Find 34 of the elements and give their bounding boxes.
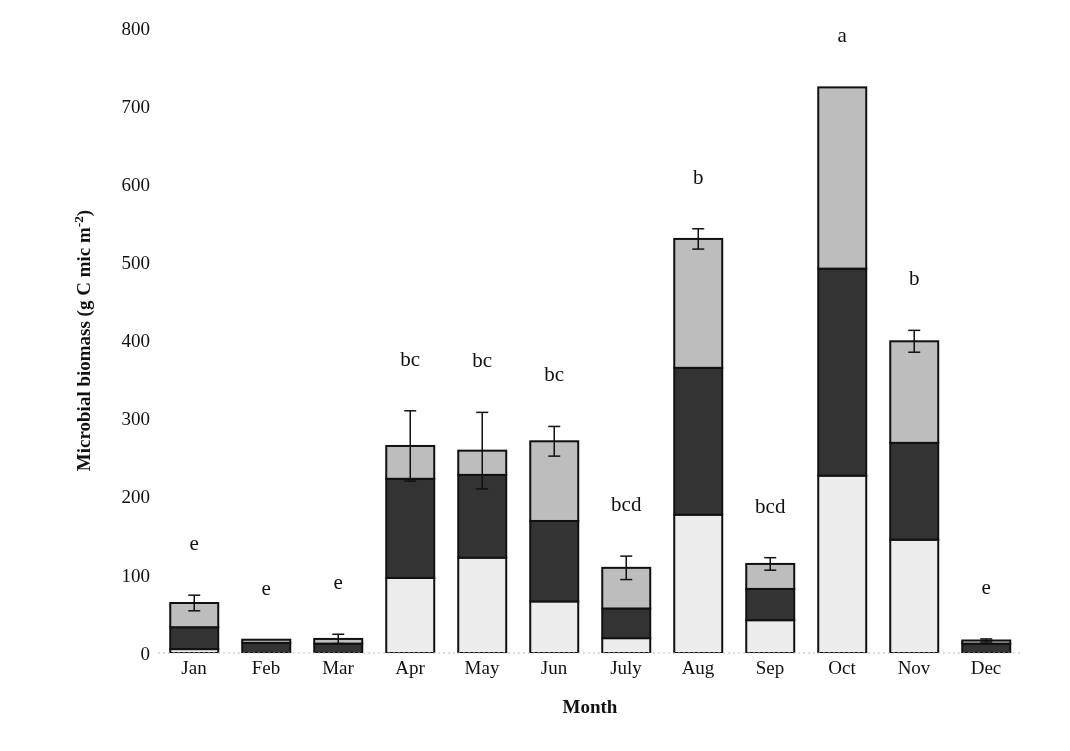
annotation: b [692,164,704,189]
annotation: bc [472,348,493,373]
x-tick-label: July [610,657,643,679]
annotation: bcd [611,492,642,517]
x-tick-label: Mar [322,657,355,679]
y-tick-label: 100 [121,564,150,586]
y-tick-label: 200 [121,486,150,508]
x-tick-label: Nov [897,657,931,679]
annotation: e [261,575,271,600]
annotation: e [189,531,199,556]
annotation: e [981,574,991,599]
x-tick-label: Jan [181,657,208,679]
y-tick-label: 700 [121,95,150,117]
x-tick-label: Jun [540,657,568,679]
y-tick-label: 600 [121,173,150,195]
y-tick-label: 800 [121,17,150,39]
x-tick-label: Apr [395,657,426,679]
annotation: a [837,23,848,48]
annotation: bc [544,362,565,387]
annotation: e [333,570,343,595]
y-tick-label: 400 [121,330,150,352]
x-tick-label: Oct [828,657,857,679]
x-tick-label: May [464,657,500,679]
annotation: bcd [755,493,786,518]
x-tick-label: Dec [970,657,1002,679]
x-tick-label: Feb [251,657,281,679]
x-tick-label: Aug [681,657,715,679]
x-tick-label: Sep [755,657,785,679]
annotation: b [908,266,920,291]
x-axis-title: Month [562,696,618,717]
y-tick-label: 500 [121,252,150,274]
y-tick-label: 0 [140,642,150,664]
annotation: bc [400,346,421,371]
y-tick-label: 300 [121,408,150,430]
